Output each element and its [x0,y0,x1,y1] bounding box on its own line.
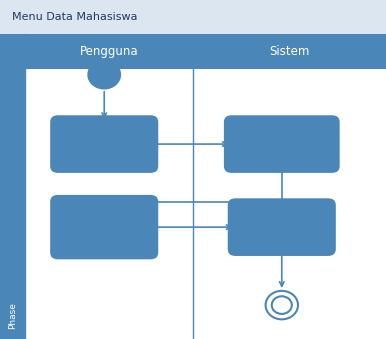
Circle shape [88,60,120,89]
FancyBboxPatch shape [228,198,336,256]
Text: Phase: Phase [8,302,17,329]
FancyBboxPatch shape [224,115,340,173]
FancyBboxPatch shape [25,34,386,69]
FancyBboxPatch shape [50,195,158,259]
FancyBboxPatch shape [25,69,386,339]
FancyBboxPatch shape [50,115,158,173]
Text: Menampilkan menu
data mahasiswa: Menampilkan menu data mahasiswa [235,134,328,154]
Text: melakukan aksi
pada data
mahasiswa: melakukan aksi pada data mahasiswa [67,212,141,243]
Text: Menyimpan data
mahasiswa: Menyimpan data mahasiswa [242,217,322,237]
Text: Pengguna: Pengguna [80,45,138,58]
Text: Sistem: Sistem [269,45,310,58]
FancyBboxPatch shape [0,0,386,34]
FancyBboxPatch shape [0,34,25,339]
Text: Memilih menu data
mahasiswa: Memilih menu data mahasiswa [58,134,150,154]
Text: Menu Data Mahasiswa: Menu Data Mahasiswa [12,12,137,22]
